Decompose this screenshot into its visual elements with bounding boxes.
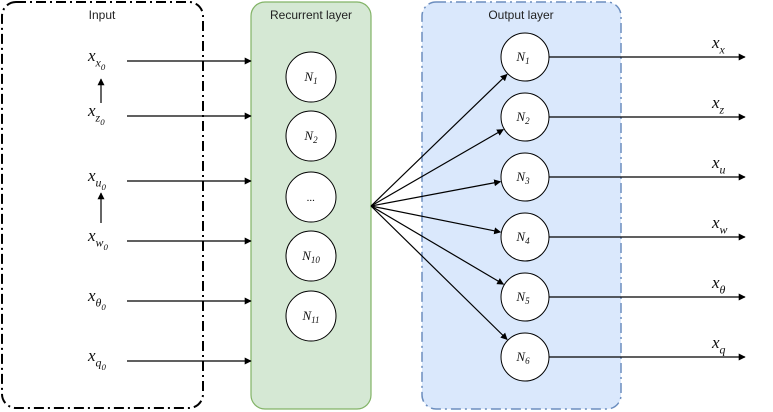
fanout-arrow-2 xyxy=(370,179,502,207)
input-panel-title: Input xyxy=(89,8,116,22)
recurrent-layer-title: Recurrent layer xyxy=(270,8,352,22)
output-neuron-label-4: N5 xyxy=(515,289,530,306)
output-neuron-label-0: N1 xyxy=(515,49,529,66)
input-label-0: xx0 xyxy=(87,46,106,72)
output-label-4: xθ xyxy=(711,273,726,296)
output-label-3: xw xyxy=(711,213,728,236)
output-label-0: xx xyxy=(711,33,726,56)
nodes xyxy=(285,32,550,382)
output-label-1: xz xyxy=(711,93,725,116)
input-label-5: xq0 xyxy=(87,346,107,372)
recurrent-neuron-label-1: N2 xyxy=(303,128,318,145)
fanout-arrow-5 xyxy=(370,205,508,340)
output-neuron-label-3: N4 xyxy=(515,229,530,246)
output-neuron-0 xyxy=(500,32,550,82)
input-label-2: xu0 xyxy=(87,166,107,192)
input-label-1: xz0 xyxy=(87,101,105,127)
fanout-arrow-3 xyxy=(370,205,502,235)
recurrent-neuron-label-4: N11 xyxy=(301,308,319,325)
edges xyxy=(97,53,746,365)
recurrent-neuron-label-0: N1 xyxy=(303,69,317,86)
output-neuron-2 xyxy=(500,152,550,202)
output-neuron-4 xyxy=(500,272,550,322)
recurrent-neuron-label-3: N10 xyxy=(301,248,320,265)
output-neuron-label-5: N6 xyxy=(515,349,530,366)
output-label-5: xq xyxy=(711,333,726,356)
fanout-arrow-1 xyxy=(370,128,504,207)
output-neuron-label-2: N3 xyxy=(515,169,530,186)
output-layer-panel xyxy=(421,1,622,410)
input-panel xyxy=(1,1,204,409)
fanout-arrow-4 xyxy=(370,205,505,285)
input-label-4: xθ0 xyxy=(87,286,106,312)
recurrent-neuron-4 xyxy=(285,290,337,342)
output-neuron-1 xyxy=(500,92,550,142)
output-neuron-5 xyxy=(500,332,550,382)
recurrent-neuron-3 xyxy=(285,230,337,282)
output-layer-title: Output layer xyxy=(488,8,553,22)
input-label-3: xw0 xyxy=(87,226,108,252)
output-label-2: xu xyxy=(711,153,726,176)
output-neuron-label-1: N2 xyxy=(515,109,530,126)
recurrent-neuron-2 xyxy=(285,171,337,223)
labels: xx0 xz0 xu0 xw0 xθ0 xq0 N1 N2... N10 N11 N1 xx N2 xz N… xyxy=(87,33,728,372)
recurrent-neuron-1 xyxy=(285,110,337,162)
output-neuron-3 xyxy=(500,212,550,262)
fanout-arrow-0 xyxy=(370,73,508,207)
recurrent-neuron-label-2: ... xyxy=(307,192,315,204)
recurrent-neuron-0 xyxy=(285,51,337,103)
